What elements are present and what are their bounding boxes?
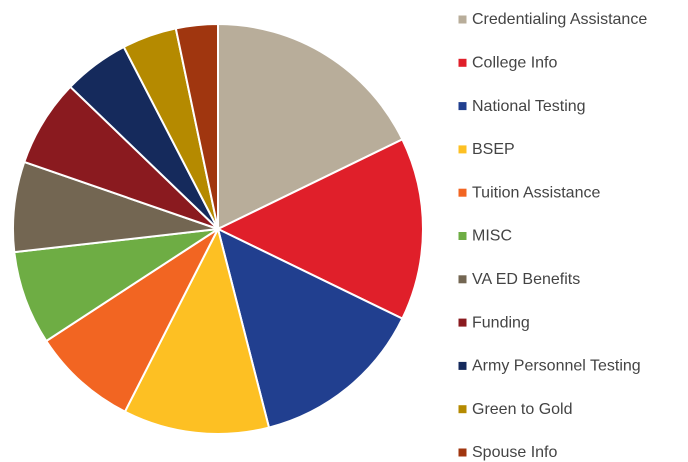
legend-swatch xyxy=(457,144,468,155)
legend-swatch xyxy=(457,14,468,25)
legend-label: MISC xyxy=(472,228,512,245)
pie-slice xyxy=(215,138,424,320)
legend-label: BSEP xyxy=(472,141,515,158)
pie-slice xyxy=(217,22,404,231)
legend-swatch xyxy=(457,317,468,328)
legend-swatch xyxy=(457,274,468,285)
legend-swatch xyxy=(457,101,468,112)
pie-slice xyxy=(174,22,219,230)
legend-swatch xyxy=(457,57,468,68)
legend-label: National Testing xyxy=(472,98,586,115)
legend-label: Funding xyxy=(472,314,530,331)
legend-label: Army Personnel Testing xyxy=(472,358,641,375)
legend-swatch xyxy=(457,231,468,241)
pie-slice xyxy=(44,226,221,414)
legend-swatch xyxy=(457,187,468,198)
legend-label: College Info xyxy=(472,55,557,72)
legend-label: Green to Gold xyxy=(472,401,573,418)
legend-label: Tuition Assistance xyxy=(472,184,600,201)
pie-slice xyxy=(123,226,271,435)
legend-swatch xyxy=(457,447,468,458)
pie-slice xyxy=(216,227,404,429)
legend-swatch xyxy=(457,404,468,415)
legend-label: VA ED Benefits xyxy=(472,271,580,288)
legend-swatch xyxy=(457,360,468,371)
legend-label: Spouse Info xyxy=(472,444,558,461)
legend-label: Credentialing Assistance xyxy=(472,11,647,28)
